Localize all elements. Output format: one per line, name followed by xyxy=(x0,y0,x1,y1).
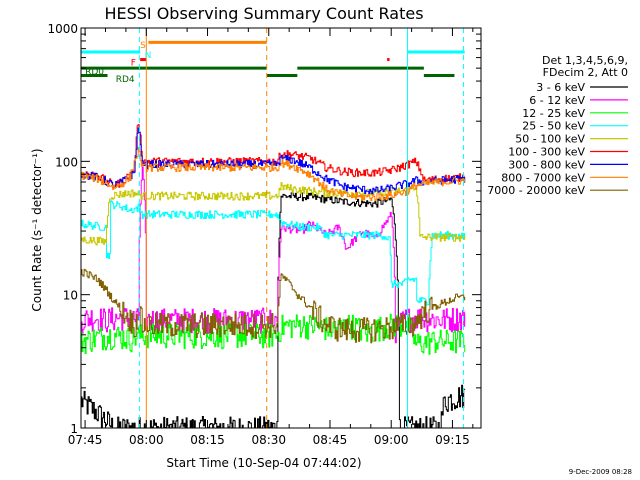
series-line-9 xyxy=(81,268,466,344)
footer-date: 9-Dec-2009 08:28 xyxy=(569,468,632,476)
state-bar-label-f: F xyxy=(131,59,136,69)
state-bar-label-s: S xyxy=(140,41,146,51)
state-bar-label-rd4: RD4 xyxy=(116,75,135,85)
legend-entry-label: 50 - 100 keV xyxy=(515,133,585,146)
legend-entry-label: 12 - 25 keV xyxy=(522,107,585,120)
x-tick-label: 08:00 xyxy=(129,433,164,447)
series-line-1 xyxy=(81,192,466,428)
x-tick-label: 08:45 xyxy=(313,433,348,447)
x-axis-label: Start Time (10-Sep-04 07:44:02) xyxy=(166,456,361,470)
x-tick-label: 09:00 xyxy=(374,433,409,447)
legend: Det 1,3,4,5,6,9,FDecim 2, Att 0 3 - 6 keV… xyxy=(487,54,628,197)
legend-header-line: Det 1,3,4,5,6,9, xyxy=(542,54,628,67)
x-tick-label: 07:45 xyxy=(68,433,103,447)
legend-entry-label: 7000 - 20000 keV xyxy=(487,184,585,197)
series-line-3 xyxy=(81,313,466,355)
x-tick-label: 08:30 xyxy=(251,433,286,447)
plot-frame xyxy=(80,27,482,429)
y-tick-label: 1000 xyxy=(47,22,78,36)
x-tick-label: 08:15 xyxy=(190,433,225,447)
state-bar-label-rd0: RD0 xyxy=(85,68,104,78)
legend-entry-label: 300 - 800 keV xyxy=(508,158,585,171)
legend-entry-label: 100 - 300 keV xyxy=(508,146,585,159)
series-line-5 xyxy=(81,182,466,246)
y-tick-label: 10 xyxy=(63,289,78,303)
chart-title: HESSI Observing Summary Count Rates xyxy=(104,4,423,23)
state-bar-label-n: N xyxy=(145,51,152,61)
y-axis-label: Count Rate (s⁻¹ detector⁻¹) xyxy=(30,148,44,311)
y-tick-label: 1 xyxy=(70,422,78,436)
y-tick-label: 100 xyxy=(55,155,78,169)
legend-header-line: FDecim 2, Att 0 xyxy=(543,66,628,79)
plot-clip-group xyxy=(81,28,466,428)
legend-entry-label: 800 - 7000 keV xyxy=(501,171,585,184)
series-line-8 xyxy=(81,147,466,202)
plot-area: SNF RD0 RD4 07:45 08:00 08:15 08:30 08:45 09:00 0… xyxy=(47,22,482,447)
legend-entry-label: 3 - 6 keV xyxy=(536,81,585,94)
series-line-4 xyxy=(81,200,466,306)
legend-entry-label: 25 - 50 keV xyxy=(522,120,585,133)
legend-entry-label: 6 - 12 keV xyxy=(529,94,585,107)
x-tick-label: 09:15 xyxy=(435,433,470,447)
